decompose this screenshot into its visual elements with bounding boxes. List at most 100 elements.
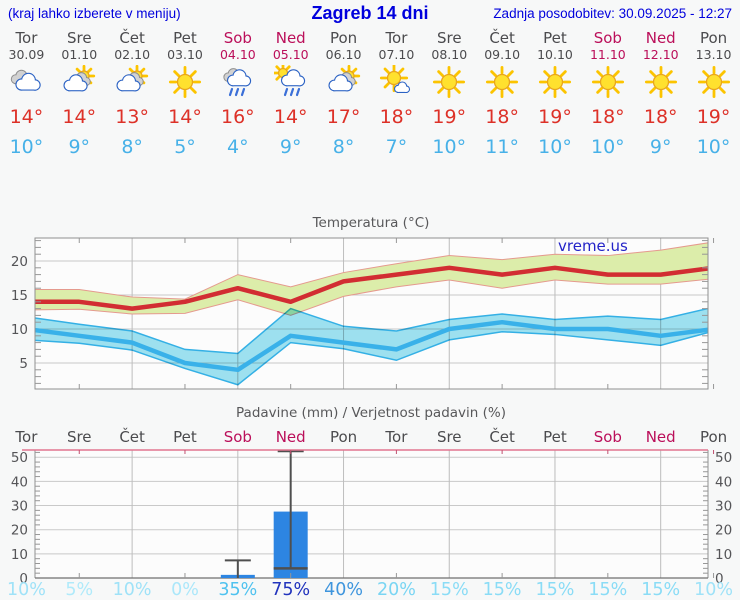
day-date: 11.10 [589, 47, 626, 62]
day-name: Čet [119, 29, 145, 47]
temp-max: 18° [643, 106, 678, 128]
temp-min: 4° [227, 136, 249, 158]
temp-max: 14° [9, 106, 44, 128]
temp-max: 14° [273, 106, 308, 128]
temp-y-tick-label: 20 [11, 254, 28, 270]
tmin-line [35, 319, 708, 373]
temp-min: 5° [174, 136, 196, 158]
precip-probability-label: 10% [694, 580, 733, 600]
precip-y-tick-label: 40 [11, 474, 28, 490]
day-column[interactable]: Čet 02.10 13° 8° [106, 30, 159, 162]
day-name: Tor [15, 29, 38, 47]
precip-y-tick-label: 30 [11, 499, 28, 515]
weather-icon-sunny [529, 62, 582, 102]
precip-probability-label: 40% [324, 580, 363, 600]
temp-max: 18° [591, 106, 625, 128]
day-column[interactable]: Pet 10.10 19° 10° [529, 30, 582, 162]
precip-y-tick-label: 40 [715, 474, 732, 490]
precip-bars [220, 450, 308, 578]
temp-y-tick-label: 5 [19, 356, 28, 372]
precip-day-label: Sre [437, 428, 462, 446]
weather-icon-cloudy [0, 62, 53, 102]
temp-min: 9° [68, 136, 91, 158]
weather-icon-rain [211, 62, 264, 102]
temp-min: 10° [9, 136, 44, 158]
weather-icon-sunny [687, 62, 740, 102]
day-column[interactable]: Tor 30.09 14° 10° [0, 30, 53, 162]
precip-probability-label: 15% [641, 580, 680, 600]
day-column[interactable]: Tor 07.10 18° 7° [370, 30, 423, 162]
day-column[interactable]: Sob 04.10 16° 4° [211, 30, 264, 162]
day-date: 03.10 [167, 47, 203, 62]
menu-hint: (kraj lahko izberete v meniju) [8, 6, 181, 21]
precip-y-tick-label: 10 [11, 547, 28, 563]
day-name: Pet [173, 29, 197, 47]
day-column[interactable]: Ned 12.10 18° 9° [634, 30, 687, 162]
day-date: 06.10 [325, 47, 362, 62]
day-name: Sob [593, 29, 622, 47]
precip-y-tick-label: 0 [19, 571, 28, 587]
temp-max: 14° [62, 106, 97, 128]
day-column[interactable]: Sob 11.10 18° 10° [581, 30, 634, 162]
precip-day-label: Sob [594, 428, 622, 446]
tmax-line [35, 265, 708, 311]
day-date: 12.10 [642, 47, 679, 62]
temp-max: 19° [432, 106, 467, 128]
precip-probability-label: 10% [113, 580, 152, 600]
watermark-link[interactable]: vreme.us [558, 237, 628, 255]
day-column[interactable]: Ned 05.10 14° 9° [264, 30, 317, 162]
precip-day-label: Pon [330, 428, 357, 446]
day-column[interactable]: Pon 06.10 17° 8° [317, 30, 370, 162]
precip-y-tick-label: 50 [11, 450, 28, 466]
weather-icon-partly [53, 62, 106, 102]
precip-probability-label: 15% [536, 580, 575, 600]
day-date: 04.10 [219, 47, 256, 62]
day-name: Tor [385, 29, 408, 47]
temp-min: 10° [591, 136, 625, 158]
day-date: 13.10 [695, 47, 732, 62]
temp-min: 8° [332, 136, 355, 158]
temp-max: 17° [326, 106, 361, 128]
day-column[interactable]: Sre 08.10 19° 10° [423, 30, 476, 162]
day-column[interactable]: Čet 09.10 18° 11° [476, 30, 529, 162]
temp-y-tick-label: 10 [11, 322, 28, 338]
precip-day-label: Pet [173, 428, 197, 446]
precip-day-label: Čet [119, 427, 145, 446]
day-column[interactable]: Pon 13.10 19° 10° [687, 30, 740, 162]
day-name: Pon [329, 29, 358, 47]
precip-whisker [224, 559, 251, 578]
day-name: Pon [699, 29, 728, 47]
precip-y-tick-label: 50 [715, 450, 732, 466]
precip-probability-label: 15% [588, 580, 627, 600]
day-column[interactable]: Pet 03.10 14° 5° [159, 30, 212, 162]
precip-probability-label: 75% [271, 580, 310, 600]
weather-icon-sunny [159, 62, 212, 102]
precip-day-label: Tor [384, 428, 408, 446]
weather-icon-partly [317, 62, 370, 102]
weather-icon-sunny [581, 62, 634, 102]
day-name: Sre [66, 29, 92, 47]
weather-icon-sunny [423, 62, 476, 102]
day-name: Čet [489, 29, 515, 47]
last-update: Zadnja posodobitev: 30.09.2025 - 12:27 [493, 6, 732, 21]
precip-probability-label: 20% [377, 580, 416, 600]
weather-icon-sunny [634, 62, 687, 102]
temp-min: 11° [485, 136, 519, 158]
temp-max: 18° [379, 106, 414, 128]
day-name: Pet [543, 29, 567, 47]
day-column[interactable]: Sre 01.10 14° 9° [53, 30, 106, 162]
day-name: Sre [436, 29, 462, 47]
weather-icon-mostly-sunny [370, 62, 423, 102]
temp-chart-title: Temperatura (°C) [312, 215, 430, 231]
precipitation-chart: Padavine (mm) / Verjetnost padavin (%) To… [7, 405, 733, 600]
temp-y-tick-label: 15 [11, 288, 28, 304]
temp-max: 19° [538, 106, 572, 128]
precip-day-label: Tor [14, 428, 38, 446]
temp-max: 18° [485, 106, 519, 128]
temp-min: 9° [279, 136, 302, 158]
precip-y-tick-label: 10 [715, 547, 732, 563]
temp-min: 10° [696, 136, 731, 158]
precip-chart-title: Padavine (mm) / Verjetnost padavin (%) [236, 405, 506, 421]
precip-day-label: Čet [489, 427, 515, 446]
precip-day-label: Ned [276, 428, 306, 446]
